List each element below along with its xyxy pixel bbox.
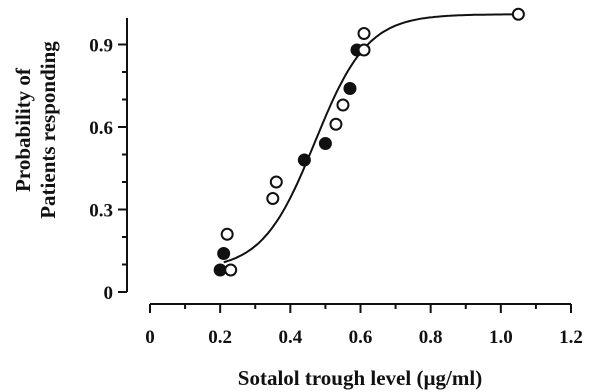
filled-data-point xyxy=(297,153,311,167)
open-data-point xyxy=(357,27,371,40)
plot-area: 0 0.3 0.6 0.9 0 0.2 0.4 0.6 0.8 1.0 1.2 xyxy=(89,7,583,348)
x-tick-label: 0.8 xyxy=(419,327,443,348)
open-data-point xyxy=(329,117,343,131)
open-data-point xyxy=(224,263,238,277)
x-tick-label: 0.2 xyxy=(208,327,232,348)
x-tick-label: 0.4 xyxy=(278,327,302,348)
open-data-point xyxy=(269,175,283,189)
fit-curve xyxy=(223,13,519,264)
open-data-point xyxy=(336,98,350,112)
filled-data-point xyxy=(318,137,332,150)
filled-data-point xyxy=(217,247,231,260)
open-data-point xyxy=(357,43,371,57)
x-tick-label: 0.6 xyxy=(349,327,373,348)
y-tick-label: 0.3 xyxy=(89,201,113,222)
y-tick-label: 0.6 xyxy=(89,118,113,139)
x-tick-label: 1.2 xyxy=(559,327,583,348)
x-tick-label: 1.0 xyxy=(489,327,513,348)
filled-data-point xyxy=(343,82,357,95)
y-axis-title-line-1: Probability of xyxy=(11,67,35,192)
y-axis-title-line-2: Patients responding xyxy=(36,41,60,219)
open-data-point xyxy=(511,7,525,21)
y-tick-label: 0 xyxy=(104,283,114,304)
x-tick-label: 0 xyxy=(145,327,155,348)
open-data-point xyxy=(266,192,280,205)
filled-data-point xyxy=(213,263,227,277)
y-tick-label: 0.9 xyxy=(89,36,113,57)
open-data-point xyxy=(220,227,234,241)
x-axis-title: Sotalol trough level (µg/ml) xyxy=(238,366,482,390)
